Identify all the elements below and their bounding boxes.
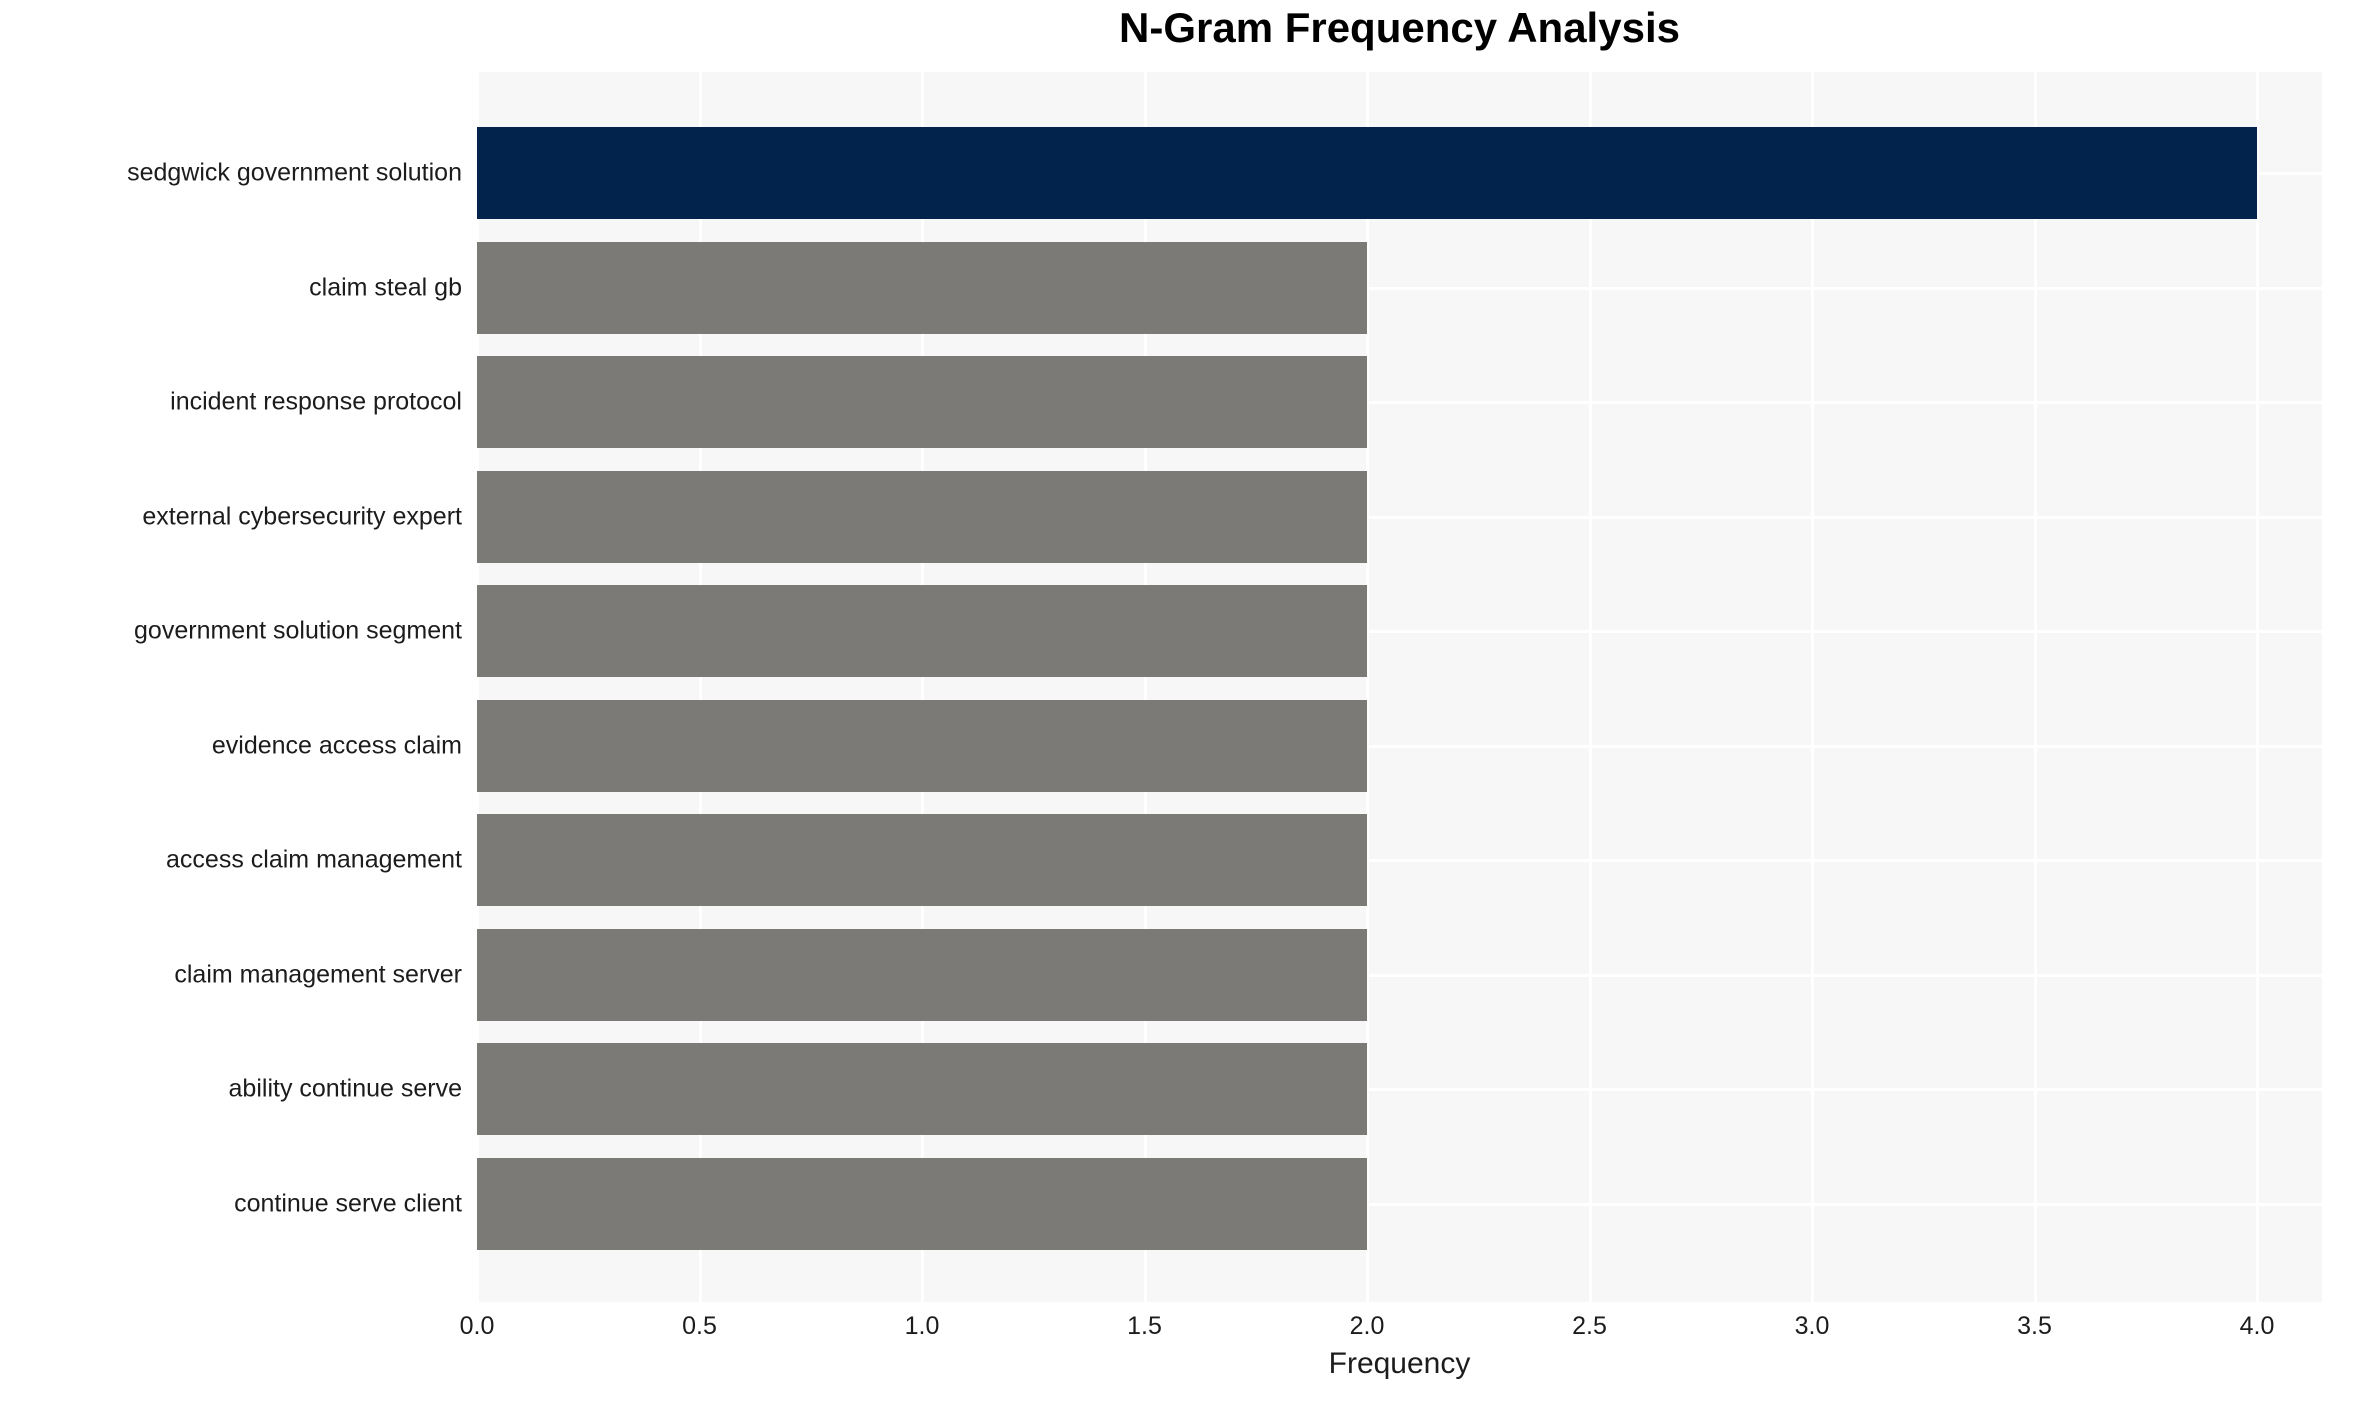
gridline-vertical bbox=[1366, 72, 1369, 1302]
bar-continue-serve-client bbox=[477, 1158, 1367, 1250]
x-tick-label: 4.0 bbox=[2239, 1312, 2275, 1340]
y-tick-label: evidence access claim bbox=[211, 731, 462, 760]
gridline-vertical bbox=[921, 72, 924, 1302]
chart-title: N-Gram Frequency Analysis bbox=[1119, 4, 1680, 51]
gridline-horizontal bbox=[477, 515, 2322, 519]
gridline-vertical bbox=[2033, 72, 2037, 1302]
y-tick-label: incident response protocol bbox=[170, 387, 462, 416]
gridline-horizontal bbox=[477, 1088, 2322, 1092]
bar-access-claim-management bbox=[477, 814, 1367, 907]
x-tick-label: 1.0 bbox=[904, 1312, 940, 1340]
gridline-vertical bbox=[476, 72, 479, 1302]
x-tick-label: 2.5 bbox=[1572, 1312, 1607, 1340]
gridline-vertical bbox=[1811, 72, 1814, 1302]
y-tick-label: ability continue serve bbox=[228, 1074, 462, 1103]
x-axis-title: Frequency bbox=[1328, 1347, 1471, 1380]
x-tick-label: 1.5 bbox=[1127, 1312, 1162, 1340]
x-tick-label: 3.0 bbox=[1794, 1312, 1830, 1340]
y-tick-label: government solution segment bbox=[134, 616, 462, 645]
gridline-horizontal bbox=[477, 859, 2322, 863]
bar-evidence-access-claim bbox=[477, 699, 1367, 792]
x-tick-label: 0.5 bbox=[682, 1312, 717, 1340]
plot-area bbox=[476, 72, 2322, 1302]
gridline-horizontal bbox=[477, 744, 2322, 748]
y-tick-label: claim steal gb bbox=[309, 273, 462, 302]
bar-government-solution-segment bbox=[477, 585, 1367, 678]
y-tick-label: claim management server bbox=[174, 960, 462, 989]
x-tick-label: 2.0 bbox=[1349, 1312, 1385, 1340]
y-tick-label: sedgwick government solution bbox=[127, 158, 462, 187]
bar-sedgwick-government-solution bbox=[477, 127, 2257, 219]
y-tick-label: continue serve client bbox=[234, 1189, 462, 1218]
gridline-horizontal bbox=[477, 1203, 2322, 1206]
gridline-vertical bbox=[1588, 72, 1592, 1302]
gridline-horizontal bbox=[477, 286, 2322, 290]
gridline-horizontal bbox=[477, 973, 2322, 977]
bar-claim-management-server bbox=[477, 928, 1367, 1021]
y-tick-label: external cybersecurity expert bbox=[142, 502, 462, 531]
gridline-vertical bbox=[1143, 72, 1147, 1302]
x-tick-label: 3.5 bbox=[2017, 1312, 2052, 1340]
y-tick-label: access claim management bbox=[166, 845, 462, 874]
bar-external-cybersecurity-expert bbox=[477, 470, 1367, 563]
gridline-horizontal bbox=[477, 401, 2322, 405]
bar-claim-steal-gb bbox=[477, 241, 1367, 334]
x-tick-label: 0.0 bbox=[459, 1312, 495, 1340]
bar-ability-continue-serve bbox=[477, 1043, 1367, 1136]
gridline-horizontal bbox=[477, 630, 2322, 634]
gridline-vertical bbox=[2256, 72, 2259, 1302]
gridline-vertical bbox=[698, 72, 702, 1302]
bar-incident-response-protocol bbox=[477, 356, 1367, 449]
